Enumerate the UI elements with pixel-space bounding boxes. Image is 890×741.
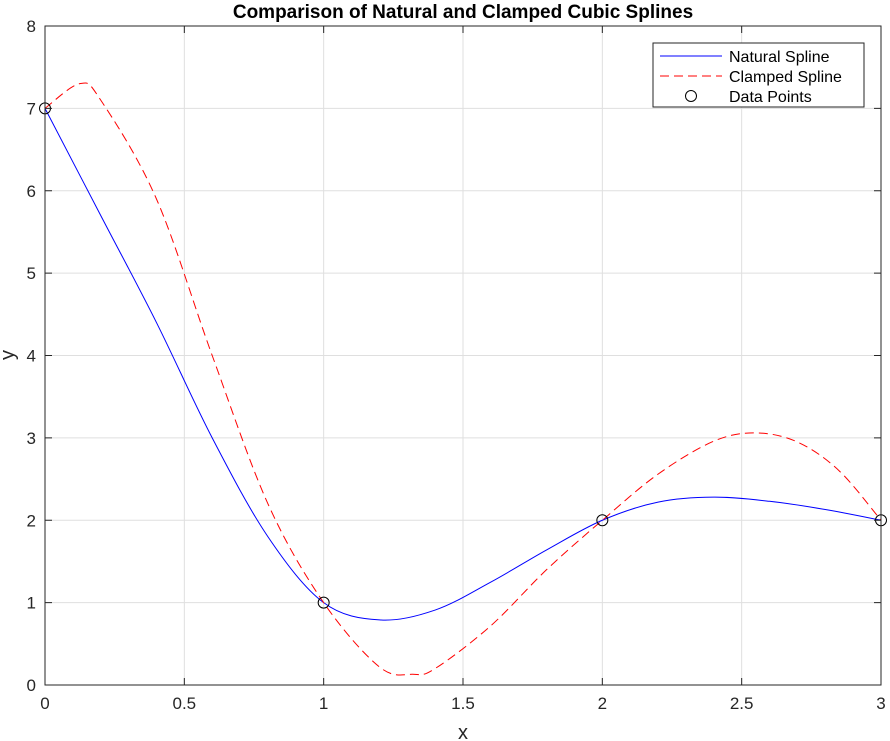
x-tick-label: 0 bbox=[40, 694, 49, 713]
axis-ticks: 0 0.5 1 1.5 2 2.5 3 0 1 2 3 4 5 6 7 8 bbox=[27, 17, 886, 713]
x-tick-label: 3 bbox=[876, 694, 885, 713]
x-tick-label: 1.5 bbox=[451, 694, 475, 713]
y-tick-label: 4 bbox=[27, 347, 36, 366]
y-tick-label: 8 bbox=[27, 17, 36, 36]
y-tick-label: 2 bbox=[27, 511, 36, 530]
y-tick-label: 0 bbox=[27, 676, 36, 695]
legend-box bbox=[652, 42, 865, 108]
y-tick-label: 1 bbox=[27, 594, 36, 613]
x-axis-label: x bbox=[458, 722, 468, 741]
legend-points-marker bbox=[685, 90, 697, 102]
legend-points-label: Data Points bbox=[729, 89, 812, 106]
grid-lines bbox=[44, 25, 882, 686]
y-tick-label: 6 bbox=[27, 182, 36, 201]
y-tick-label: 7 bbox=[27, 99, 36, 118]
legend-natural-label: Natural Spline bbox=[729, 49, 830, 66]
legend-clamped-label: Clamped Spline bbox=[729, 69, 842, 86]
x-tick-label: 0.5 bbox=[173, 694, 197, 713]
chart-title: Comparison of Natural and Clamped Cubic … bbox=[233, 2, 693, 23]
y-tick-label: 3 bbox=[27, 429, 36, 448]
series-lines bbox=[44, 82, 882, 676]
x-tick-label: 2.5 bbox=[730, 694, 754, 713]
clamped-spline-line bbox=[44, 82, 882, 676]
natural-spline-line bbox=[44, 108, 882, 621]
y-axis-label: y bbox=[0, 350, 19, 360]
y-tick-label: 5 bbox=[27, 264, 36, 283]
x-tick-label: 2 bbox=[598, 694, 607, 713]
data-point-marker bbox=[317, 596, 330, 609]
data-point-marker bbox=[596, 514, 609, 527]
x-tick-label: 1 bbox=[319, 694, 328, 713]
legend: Natural Spline Clamped Spline Data Point… bbox=[652, 42, 865, 108]
